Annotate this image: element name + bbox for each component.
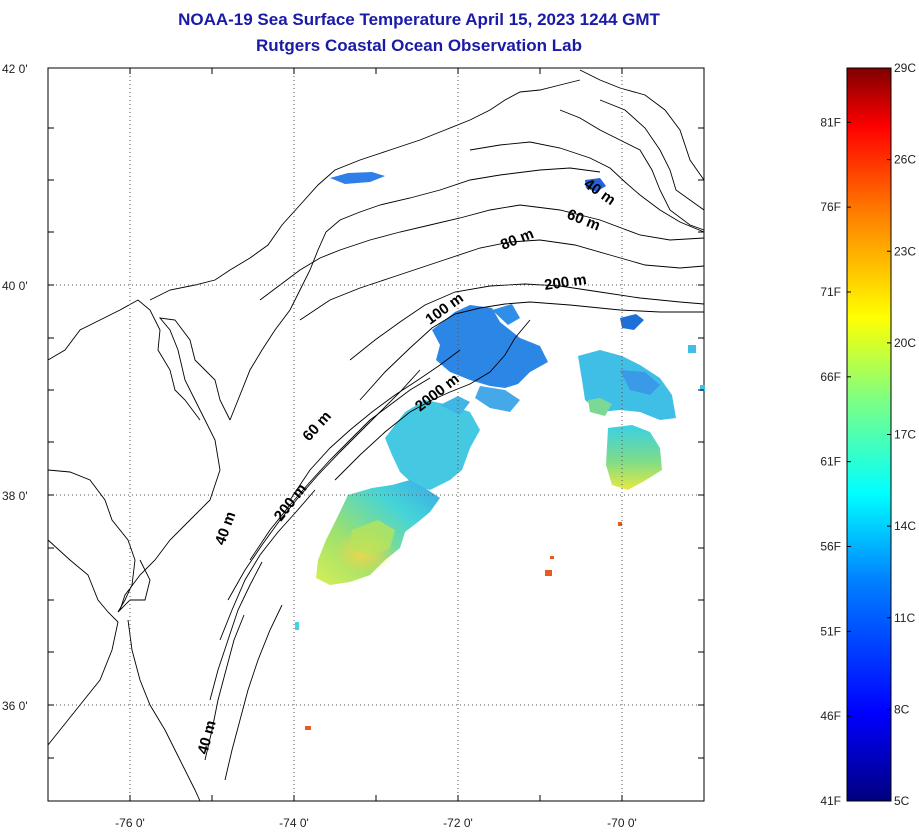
- colorbar-celsius-label: 17C: [894, 428, 916, 442]
- lat-label-42: 42 0': [2, 62, 28, 76]
- colorbar-fahrenheit-label: 56F: [820, 539, 841, 553]
- colorbar-celsius-label: 20C: [894, 336, 916, 350]
- colorbar-fahrenheit-label: 46F: [820, 709, 841, 723]
- colorbar-fahrenheit-label: 76F: [820, 200, 841, 214]
- colorbar-celsius-label: 14C: [894, 519, 916, 533]
- axis-ticks: [48, 68, 704, 801]
- sst-data: [295, 172, 705, 730]
- map-subtitle: Rutgers Coastal Ocean Observation Lab: [256, 36, 582, 55]
- colorbar-fahrenheit-labels: 81F 76F 71F 66F 61F 56F 51F 46F 41F: [820, 115, 841, 808]
- colorbar-celsius-label: 5C: [894, 794, 910, 808]
- lon-label-74: -74 0': [279, 816, 309, 830]
- colorbar-fahrenheit-label: 41F: [820, 794, 841, 808]
- colorbar-celsius-label: 26C: [894, 153, 916, 167]
- map-title: NOAA-19 Sea Surface Temperature April 15…: [178, 10, 660, 29]
- colorbar-celsius-label: 23C: [894, 244, 916, 258]
- colorbar-fahrenheit-label: 66F: [820, 370, 841, 384]
- graticule: [48, 68, 704, 801]
- lat-label-38: 38 0': [2, 489, 28, 503]
- coastline-bathymetry: [47, 69, 705, 802]
- colorbar-celsius-label: 29C: [894, 61, 916, 75]
- colorbar-celsius-labels: 29C 26C 23C 20C 17C 14C 11C 8C 5C: [894, 61, 916, 808]
- colorbar-celsius-label: 11C: [894, 611, 915, 625]
- lon-label-76: -76 0': [115, 816, 145, 830]
- colorbar-fahrenheit-label: 51F: [820, 624, 841, 638]
- temperature-colorbar: [846, 67, 892, 802]
- lon-label-70: -70 0': [607, 816, 637, 830]
- colorbar-fahrenheit-label: 71F: [820, 285, 841, 299]
- colorbar-fahrenheit-label: 81F: [820, 115, 841, 129]
- lat-label-40: 40 0': [2, 279, 28, 293]
- colorbar-celsius-label: 8C: [894, 702, 910, 716]
- lat-label-36: 36 0': [2, 699, 28, 713]
- lon-label-72: -72 0': [443, 816, 473, 830]
- isobath-label: 200 m: [543, 271, 587, 294]
- colorbar-ticks: [847, 67, 891, 802]
- colorbar-fahrenheit-label: 61F: [820, 455, 841, 469]
